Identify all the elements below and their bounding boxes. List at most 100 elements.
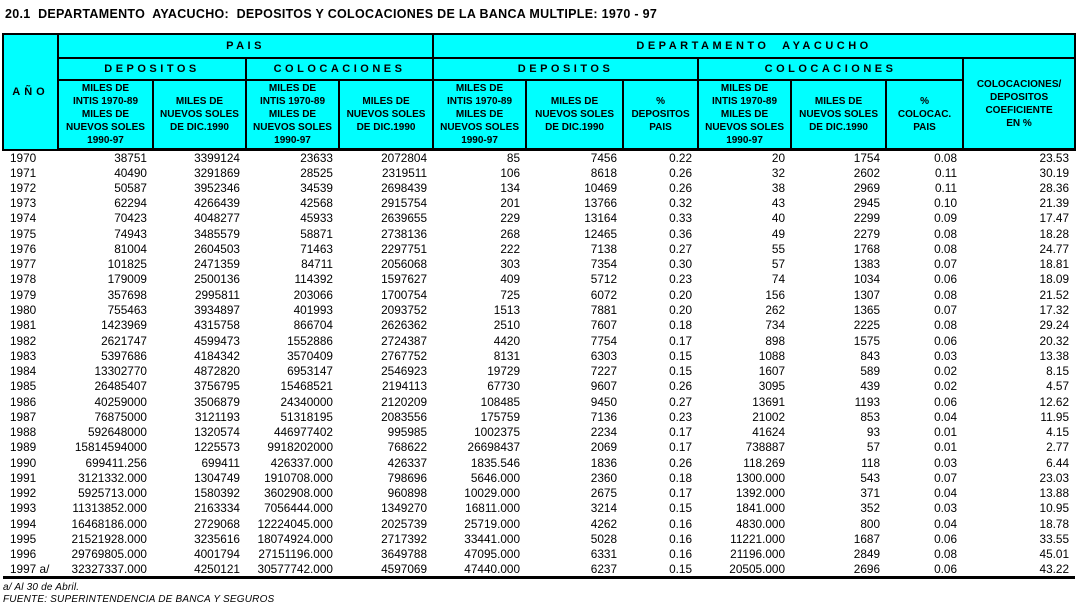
value-cell: 4250121: [153, 561, 246, 579]
value-cell: 17.47: [1039, 211, 1070, 226]
value-cell: 6303: [590, 348, 618, 363]
value-cell: 4262: [590, 516, 618, 531]
value-cell: 2729068: [194, 516, 240, 531]
value-cell: 1383: [853, 257, 881, 272]
value-cell: 2500136: [194, 272, 240, 287]
value-cell: 15468521: [280, 379, 334, 394]
value-cell: 3095: [758, 379, 786, 394]
value-cell: 3602908.000: [264, 486, 333, 501]
value-cell: 0.17: [669, 425, 693, 440]
value-cell: 2738136: [381, 226, 428, 241]
value-cell: 11221.000: [730, 532, 786, 546]
value-cell: 101825: [107, 257, 147, 272]
value-cell: 866704: [293, 318, 333, 333]
year-cell: 1981: [10, 318, 37, 333]
value-cell: 9450: [590, 394, 618, 409]
value-cell: 3485579: [194, 226, 240, 241]
value-cell: 0.01: [934, 440, 958, 455]
value-cell: 0.16: [669, 516, 693, 531]
value-cell: 13.38: [1039, 348, 1070, 363]
value-cell: 42568: [300, 196, 333, 211]
value-cell: 2510: [493, 318, 521, 333]
header-aya-col-intis: MILES DE INTIS 1970-89 MILES DE NUEVOS S…: [697, 79, 793, 151]
value-cell: 106: [500, 165, 521, 180]
value-cell: 2.77: [1046, 440, 1070, 455]
value-cell: 108485: [480, 394, 521, 409]
value-cell: 0.33: [669, 211, 693, 226]
value-cell: 134: [500, 180, 521, 195]
table-row: 1995 21521928.000 3235616 18074924.000 27173…: [3, 531, 1075, 546]
value-cell: 4315758: [194, 318, 240, 333]
year-cell: 1986: [10, 394, 37, 409]
value-cell: 960898: [387, 486, 428, 501]
value-cell: 6.44: [1046, 455, 1070, 470]
value-cell: 62294: [114, 196, 147, 211]
value-cell: 34539: [300, 180, 333, 195]
value-cell: 45933: [300, 211, 333, 226]
value-cell: 13691: [752, 394, 786, 409]
year-cell: 1976: [10, 241, 37, 256]
value-cell: 303: [500, 257, 521, 272]
value-cell: 0.06: [934, 532, 958, 546]
value-cell: 58871: [300, 226, 333, 241]
value-cell: 50587: [114, 180, 147, 195]
value-cell: 2698439: [381, 180, 428, 195]
value-cell: 2675: [590, 486, 618, 501]
value-cell: 6237: [526, 561, 624, 579]
value-cell: 0.20: [669, 287, 693, 302]
value-cell: 3121332.000: [78, 470, 147, 485]
value-cell: 4266439: [194, 196, 240, 211]
value-cell: 28525: [300, 165, 333, 180]
value-cell: 0.07: [934, 470, 958, 485]
value-cell: 47440.000: [433, 561, 527, 579]
value-cell: 734: [765, 318, 786, 333]
value-cell: 0.03: [934, 348, 958, 363]
value-cell: 4184342: [194, 348, 240, 363]
value-cell: 1300.000: [735, 470, 786, 485]
value-cell: 1513: [493, 303, 521, 318]
value-cell: 33.55: [1039, 532, 1070, 546]
value-cell: 1088: [758, 348, 786, 363]
value-cell: 1304749: [194, 470, 240, 485]
year-cell: 1983: [10, 348, 37, 363]
value-cell: 2696: [791, 561, 887, 579]
value-cell: 11313852.000: [72, 501, 147, 516]
value-cell: 2225: [853, 318, 881, 333]
value-cell: 2299: [853, 211, 881, 226]
value-cell: 8.15: [1046, 364, 1070, 379]
value-cell: 20.32: [1039, 333, 1070, 348]
value-cell: 28.36: [1039, 180, 1070, 195]
value-cell: 118: [861, 455, 881, 470]
value-cell: 0.08: [934, 241, 958, 256]
value-cell: 6072: [590, 287, 618, 302]
value-cell: 426337.000: [270, 455, 333, 470]
value-cell: 0.08: [934, 151, 958, 165]
value-cell: 0.03: [934, 455, 958, 470]
value-cell: 0.02: [934, 379, 958, 394]
value-cell: 439: [860, 379, 881, 394]
value-cell: 2069: [590, 440, 618, 455]
value-cell: 755463: [107, 303, 147, 318]
value-cell: 41624: [752, 425, 786, 440]
value-cell: 10029.000: [464, 486, 521, 501]
value-cell: 768622: [387, 440, 428, 455]
header-pais-col-intis: MILES DE INTIS 1970-89 MILES DE NUEVOS S…: [245, 79, 340, 151]
value-cell: 0.06: [934, 333, 958, 348]
value-cell: 0.32: [669, 196, 693, 211]
table-row: 1986 40259000 3506879 24340000 2120209 108485…: [3, 394, 1075, 409]
value-cell: 1307: [853, 287, 881, 302]
value-cell: 0.01: [934, 425, 958, 440]
value-cell: 0.04: [934, 516, 958, 531]
value-cell: 3399124: [194, 151, 240, 165]
table-row: 1974 70423 4048277 45933 2639655 229 13164 0.33…: [3, 211, 1075, 226]
value-cell: 51318195: [280, 409, 334, 424]
value-cell: 0.18: [669, 318, 693, 333]
value-cell: 13.88: [1039, 486, 1070, 501]
table-row: 1976 81004 2604503 71463 2297751 222 7138 0.27 5…: [3, 241, 1075, 256]
value-cell: 17.32: [1039, 303, 1070, 318]
year-cell: 1978: [10, 272, 37, 287]
value-cell: 38: [771, 180, 786, 195]
value-cell: 10469: [584, 180, 618, 195]
value-cell: 4420: [493, 333, 521, 348]
value-cell: 18.09: [1039, 272, 1070, 287]
